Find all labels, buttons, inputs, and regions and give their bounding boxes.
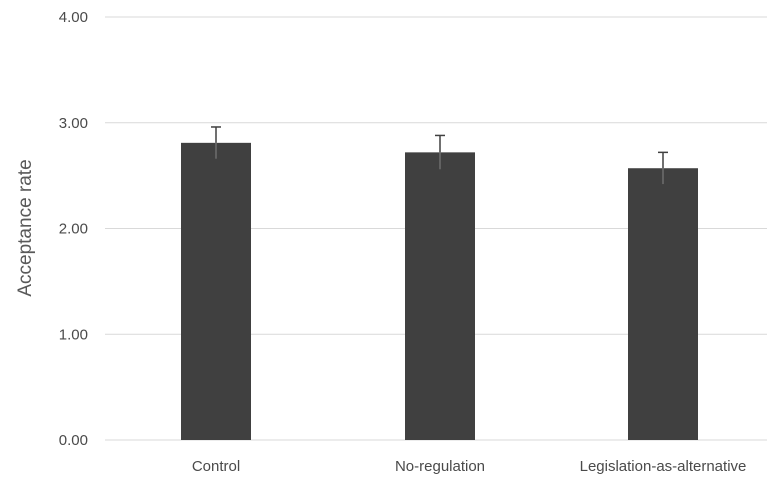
- y-tick-label: 4.00: [59, 9, 88, 26]
- error-bars: [211, 126, 668, 185]
- y-tick-label: 1.00: [59, 326, 88, 343]
- bars: [181, 142, 698, 441]
- bar: [405, 152, 475, 441]
- y-tick-label: 3.00: [59, 115, 88, 132]
- category-label: Legislation-as-alternative: [580, 458, 747, 475]
- bar: [628, 168, 698, 440]
- y-tick-label: 0.00: [59, 432, 88, 449]
- y-axis-title: Acceptance rate: [15, 159, 36, 296]
- bar: [181, 142, 251, 440]
- category-label: No-regulation: [395, 458, 485, 475]
- y-tick-label: 2.00: [59, 221, 88, 238]
- y-tick-labels: 0.00 1.00 2.00 3.00 4.00: [59, 9, 88, 449]
- category-labels: Control No-regulation Legislation-as-alter…: [192, 458, 747, 475]
- category-label: Control: [192, 458, 240, 475]
